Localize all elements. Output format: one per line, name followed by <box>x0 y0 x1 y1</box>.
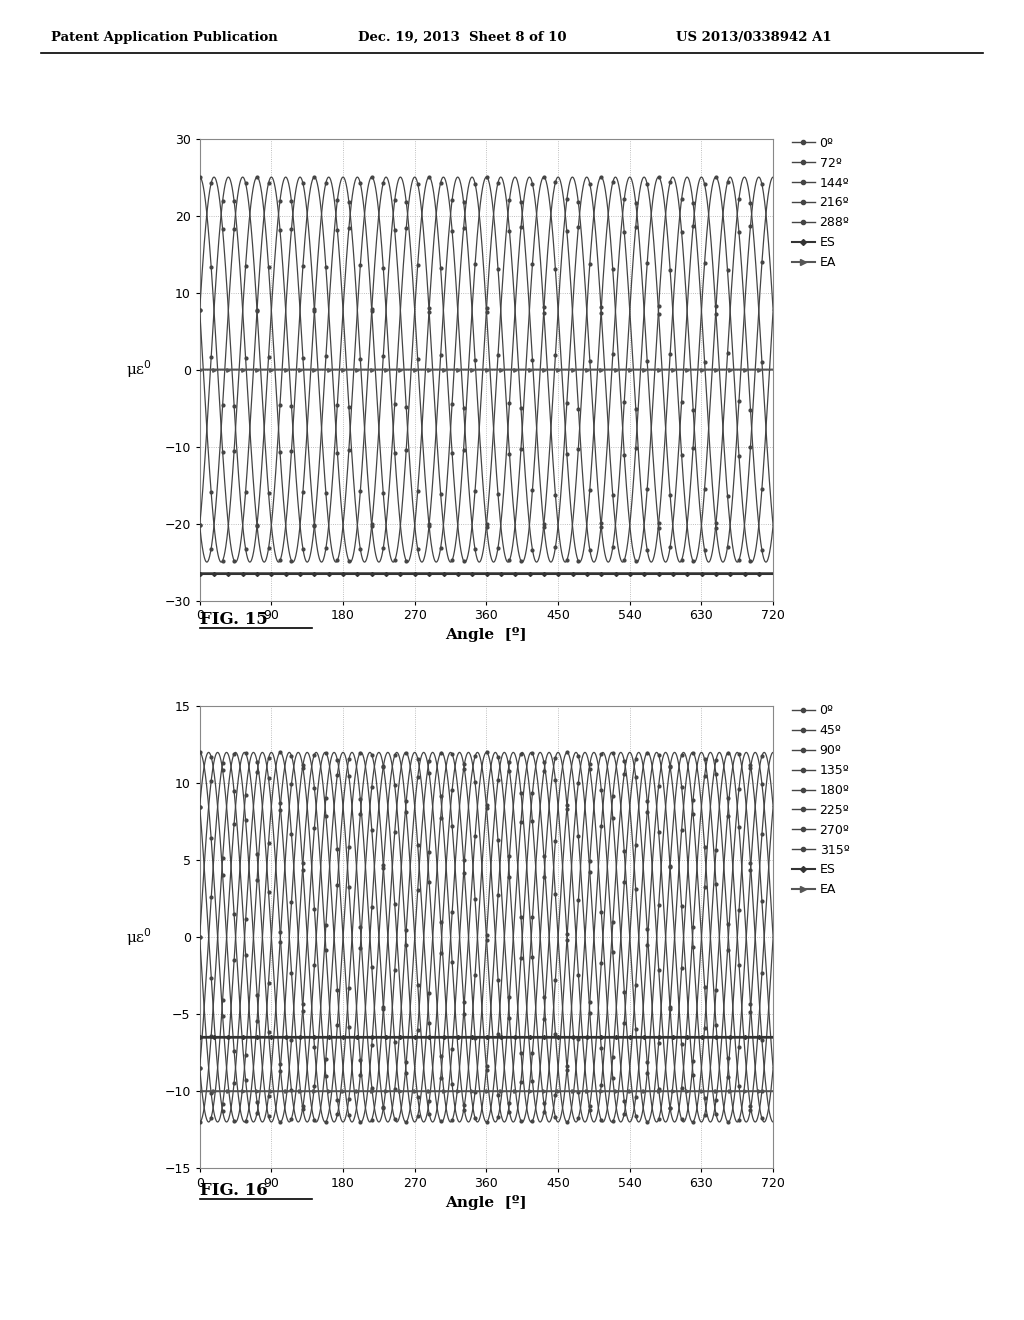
Text: Dec. 19, 2013  Sheet 8 of 10: Dec. 19, 2013 Sheet 8 of 10 <box>358 30 567 44</box>
Text: US 2013/0338942 A1: US 2013/0338942 A1 <box>676 30 831 44</box>
Legend: 0º, 45º, 90º, 135º, 180º, 225º, 270º, 315º, ES, EA: 0º, 45º, 90º, 135º, 180º, 225º, 270º, 31… <box>791 704 851 898</box>
X-axis label: Angle  [º]: Angle [º] <box>445 627 527 643</box>
Y-axis label: με$^0$: με$^0$ <box>126 927 153 948</box>
Text: FIG. 16: FIG. 16 <box>200 1181 267 1199</box>
Y-axis label: με$^0$: με$^0$ <box>126 359 153 380</box>
X-axis label: Angle  [º]: Angle [º] <box>445 1195 527 1210</box>
Text: FIG. 15: FIG. 15 <box>200 611 267 628</box>
Text: Patent Application Publication: Patent Application Publication <box>51 30 278 44</box>
Legend: 0º, 72º, 144º, 216º, 288º, ES, EA: 0º, 72º, 144º, 216º, 288º, ES, EA <box>791 136 851 271</box>
